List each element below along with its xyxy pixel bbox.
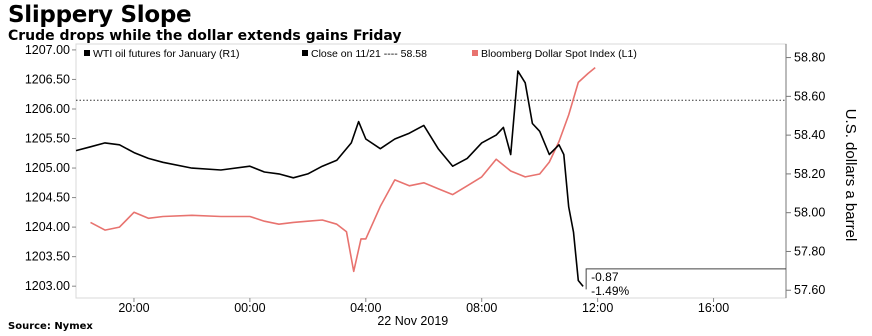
right-tick-label: 58.60 [794,89,825,103]
wti-oil-line [75,70,584,287]
right-tick-label: 58.40 [794,128,825,142]
left-tick-label: 1205.00 [25,161,70,175]
legend-marker [472,50,478,56]
left-tick-label: 1207.00 [25,43,70,57]
right-tick-label: 58.20 [794,167,825,181]
x-tick-label: 08:00 [466,301,497,315]
x-tick-label: 16:00 [698,301,729,315]
left-tick-label: 1206.00 [25,102,70,116]
left-tick-label: 1205.50 [25,132,70,146]
right-tick-label: 58.80 [794,51,825,65]
legend-label: Close on 11/21 ---- 58.58 [311,48,427,60]
chart-subtitle: Crude drops while the dollar extends gai… [8,28,402,44]
right-tick-label: 57.60 [794,283,825,297]
x-date-label: 22 Nov 2019 [377,314,448,328]
change-bracket [585,268,786,290]
left-tick-label: 1206.50 [25,72,70,86]
plot-area [75,43,787,299]
x-tick-label: 04:00 [350,301,381,315]
legend-marker [84,50,90,56]
change-annotation: -0.87 [591,270,619,284]
left-tick-label: 1203.50 [25,250,70,264]
chart-source: Source: Nymex [8,321,93,332]
legend-label: WTI oil futures for January (R1) [93,48,239,60]
legend-marker [302,50,308,56]
left-tick-label: 1204.00 [25,220,70,234]
left-tick-label: 1204.50 [25,191,70,205]
x-tick-label: 00:00 [234,301,265,315]
dollar-index-line [90,66,596,273]
right-tick-label: 58.00 [794,206,825,220]
change-pct-annotation: -1.49% [591,284,629,298]
right-tick-label: 57.80 [794,244,825,258]
legend-label: Bloomberg Dollar Spot Index (L1) [481,48,637,60]
x-tick-label: 20:00 [118,301,149,315]
left-tick-label: 1203.00 [25,279,70,293]
legend-background [78,47,700,62]
x-tick-label: 12:00 [582,301,613,315]
right-axis-label: U.S. dollars a barrel [842,109,859,242]
chart-title: Slippery Slope [8,2,192,28]
